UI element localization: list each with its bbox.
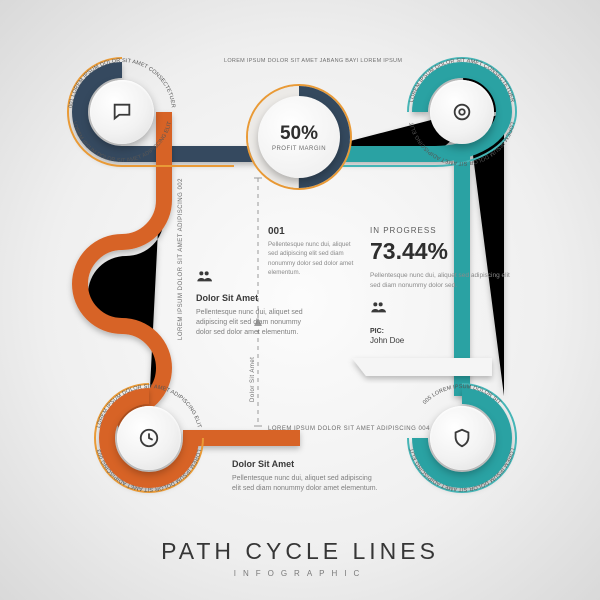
- gauge-label: PROFIT MARGIN: [272, 146, 326, 152]
- people-icon: [370, 299, 520, 320]
- node-3: [117, 406, 181, 470]
- progress-value: 73.44%: [370, 238, 520, 265]
- path-label-004: LOREM IPSUM DOLOR SIT AMET ADIPISCING 00…: [268, 426, 430, 432]
- clock-icon: [138, 427, 160, 449]
- block-left-heading: Dolor Sit Amet: [196, 292, 308, 305]
- chat-icon: [111, 101, 133, 123]
- title-block: PATH CYCLE LINES INFOGRAPHIC: [0, 538, 600, 578]
- path-label-002: LOREM IPSUM DOLOR SIT AMET ADIPISCING 00…: [178, 178, 184, 340]
- block-bottom: Dolor Sit Amet Pellentesque nunc dui, al…: [232, 458, 382, 494]
- block-001-num: 001: [268, 226, 358, 237]
- block-001: 001 Pellentesque nunc dui, aliquet sed a…: [268, 226, 358, 277]
- progress-label: IN PROGRESS: [370, 226, 520, 235]
- gauge-caption: LOREM IPSUM DOLOR SIT AMET JABANG BAYI L…: [224, 58, 402, 64]
- title-sub: INFOGRAPHIC: [0, 569, 600, 578]
- progress-body: Pellentesque nunc dui, aliquet sed adipi…: [370, 271, 520, 291]
- gauge-percent: 50%: [280, 123, 318, 145]
- node-2: [430, 80, 494, 144]
- block-left-body: Pellentesque nunc dui, aliquet sed adipi…: [196, 308, 308, 338]
- block-bottom-heading: Dolor Sit Amet: [232, 458, 382, 471]
- path-label-center: Dolor Sit Amet: [250, 357, 256, 402]
- node-1: [90, 80, 154, 144]
- shield-icon: [451, 427, 473, 449]
- node-4: [430, 406, 494, 470]
- block-bottom-body: Pellentesque nunc dui, aliquet sed adipi…: [232, 474, 382, 494]
- target-icon: [451, 101, 473, 123]
- progress-pic-name: John Doe: [370, 336, 520, 345]
- title-main: PATH CYCLE LINES: [0, 538, 600, 565]
- block-left: Dolor Sit Amet Pellentesque nunc dui, al…: [196, 268, 308, 339]
- progress-block: IN PROGRESS 73.44% Pellentesque nunc dui…: [370, 226, 520, 345]
- profit-gauge: 50% PROFIT MARGIN: [234, 72, 364, 202]
- block-001-body: Pellentesque nunc dui, aliquet sed adipi…: [268, 240, 358, 277]
- progress-pic-label: PIC:: [370, 328, 520, 335]
